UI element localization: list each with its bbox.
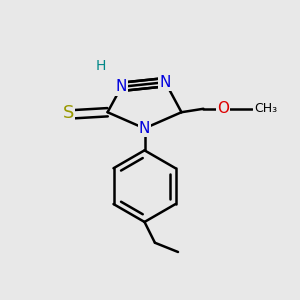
Text: N: N <box>116 79 127 94</box>
Text: N: N <box>160 75 171 90</box>
Text: H: H <box>95 59 106 73</box>
Text: O: O <box>217 101 229 116</box>
Text: CH₃: CH₃ <box>254 102 278 115</box>
Text: S: S <box>63 104 74 122</box>
Text: N: N <box>139 121 150 136</box>
